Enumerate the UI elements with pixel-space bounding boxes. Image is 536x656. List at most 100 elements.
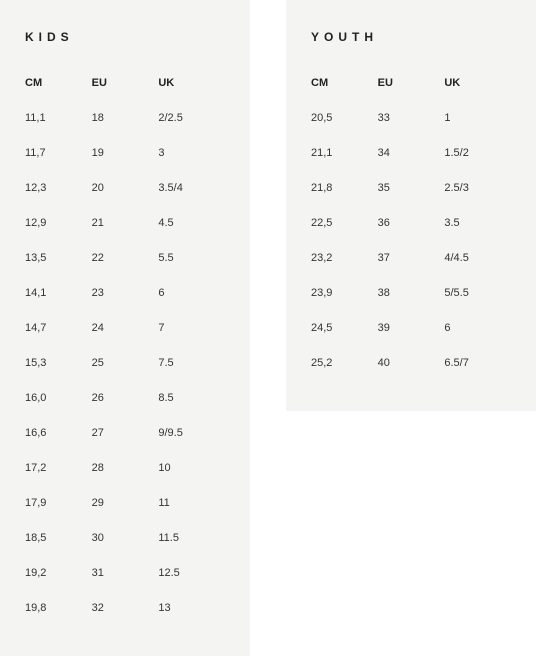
kids-panel: KIDS CM EU UK 11,1182/2.511,719312,3203.… bbox=[0, 0, 250, 656]
cell: 21,8 bbox=[311, 171, 378, 206]
table-row: 13,5225.5 bbox=[25, 241, 225, 276]
cell: 38 bbox=[378, 276, 445, 311]
cell: 19,2 bbox=[25, 556, 92, 591]
table-row: 14,7247 bbox=[25, 311, 225, 346]
cell: 3.5/4 bbox=[158, 171, 225, 206]
cell: 23 bbox=[92, 276, 159, 311]
kids-title: KIDS bbox=[25, 30, 225, 44]
kids-header-uk: UK bbox=[158, 66, 225, 101]
youth-header-row: CM EU UK bbox=[311, 66, 511, 101]
cell: 18,5 bbox=[25, 521, 92, 556]
youth-header-cm: CM bbox=[311, 66, 378, 101]
cell: 10 bbox=[158, 451, 225, 486]
cell: 12,9 bbox=[25, 206, 92, 241]
table-row: 23,2374/4.5 bbox=[311, 241, 511, 276]
table-row: 24,5396 bbox=[311, 311, 511, 346]
cell: 30 bbox=[92, 521, 159, 556]
table-row: 12,3203.5/4 bbox=[25, 171, 225, 206]
table-row: 17,92911 bbox=[25, 486, 225, 521]
cell: 35 bbox=[378, 171, 445, 206]
cell: 26 bbox=[92, 381, 159, 416]
table-row: 21,1341.5/2 bbox=[311, 136, 511, 171]
youth-header-uk: UK bbox=[444, 66, 511, 101]
cell: 1 bbox=[444, 101, 511, 136]
kids-header-cm: CM bbox=[25, 66, 92, 101]
cell: 32 bbox=[92, 591, 159, 626]
cell: 13 bbox=[158, 591, 225, 626]
cell: 6 bbox=[158, 276, 225, 311]
cell: 19,8 bbox=[25, 591, 92, 626]
size-chart-wrap: KIDS CM EU UK 11,1182/2.511,719312,3203.… bbox=[0, 0, 536, 656]
cell: 24,5 bbox=[311, 311, 378, 346]
cell: 29 bbox=[92, 486, 159, 521]
cell: 11 bbox=[158, 486, 225, 521]
youth-panel: YOUTH CM EU UK 20,533121,1341.5/221,8352… bbox=[286, 0, 536, 411]
table-row: 25,2406.5/7 bbox=[311, 346, 511, 381]
cell: 12,3 bbox=[25, 171, 92, 206]
cell: 40 bbox=[378, 346, 445, 381]
table-row: 11,7193 bbox=[25, 136, 225, 171]
cell: 18 bbox=[92, 101, 159, 136]
table-row: 20,5331 bbox=[311, 101, 511, 136]
cell: 28 bbox=[92, 451, 159, 486]
kids-rows: 11,1182/2.511,719312,3203.5/412,9214.513… bbox=[25, 101, 225, 626]
cell: 17,9 bbox=[25, 486, 92, 521]
cell: 31 bbox=[92, 556, 159, 591]
table-row: 21,8352.5/3 bbox=[311, 171, 511, 206]
table-row: 16,0268.5 bbox=[25, 381, 225, 416]
cell: 1.5/2 bbox=[444, 136, 511, 171]
cell: 20 bbox=[92, 171, 159, 206]
cell: 6.5/7 bbox=[444, 346, 511, 381]
cell: 7 bbox=[158, 311, 225, 346]
kids-header-row: CM EU UK bbox=[25, 66, 225, 101]
cell: 16,6 bbox=[25, 416, 92, 451]
cell: 4.5 bbox=[158, 206, 225, 241]
kids-header-eu: EU bbox=[92, 66, 159, 101]
cell: 27 bbox=[92, 416, 159, 451]
cell: 5.5 bbox=[158, 241, 225, 276]
cell: 21,1 bbox=[311, 136, 378, 171]
table-row: 19,23112.5 bbox=[25, 556, 225, 591]
youth-title: YOUTH bbox=[311, 30, 511, 44]
cell: 14,1 bbox=[25, 276, 92, 311]
cell: 12.5 bbox=[158, 556, 225, 591]
cell: 2/2.5 bbox=[158, 101, 225, 136]
table-row: 22,5363.5 bbox=[311, 206, 511, 241]
youth-rows: 20,533121,1341.5/221,8352.5/322,5363.523… bbox=[311, 101, 511, 381]
cell: 11,7 bbox=[25, 136, 92, 171]
table-row: 23,9385/5.5 bbox=[311, 276, 511, 311]
cell: 20,5 bbox=[311, 101, 378, 136]
table-row: 18,53011.5 bbox=[25, 521, 225, 556]
cell: 2.5/3 bbox=[444, 171, 511, 206]
cell: 9/9.5 bbox=[158, 416, 225, 451]
cell: 25,2 bbox=[311, 346, 378, 381]
table-row: 14,1236 bbox=[25, 276, 225, 311]
table-row: 15,3257.5 bbox=[25, 346, 225, 381]
cell: 36 bbox=[378, 206, 445, 241]
table-row: 11,1182/2.5 bbox=[25, 101, 225, 136]
cell: 6 bbox=[444, 311, 511, 346]
cell: 5/5.5 bbox=[444, 276, 511, 311]
table-row: 17,22810 bbox=[25, 451, 225, 486]
cell: 3 bbox=[158, 136, 225, 171]
youth-header-eu: EU bbox=[378, 66, 445, 101]
table-row: 19,83213 bbox=[25, 591, 225, 626]
cell: 24 bbox=[92, 311, 159, 346]
table-row: 16,6279/9.5 bbox=[25, 416, 225, 451]
cell: 4/4.5 bbox=[444, 241, 511, 276]
cell: 3.5 bbox=[444, 206, 511, 241]
cell: 19 bbox=[92, 136, 159, 171]
cell: 14,7 bbox=[25, 311, 92, 346]
cell: 23,2 bbox=[311, 241, 378, 276]
cell: 17,2 bbox=[25, 451, 92, 486]
table-row: 12,9214.5 bbox=[25, 206, 225, 241]
cell: 37 bbox=[378, 241, 445, 276]
cell: 13,5 bbox=[25, 241, 92, 276]
cell: 23,9 bbox=[311, 276, 378, 311]
cell: 11.5 bbox=[158, 521, 225, 556]
cell: 34 bbox=[378, 136, 445, 171]
cell: 11,1 bbox=[25, 101, 92, 136]
cell: 33 bbox=[378, 101, 445, 136]
cell: 22 bbox=[92, 241, 159, 276]
cell: 15,3 bbox=[25, 346, 92, 381]
